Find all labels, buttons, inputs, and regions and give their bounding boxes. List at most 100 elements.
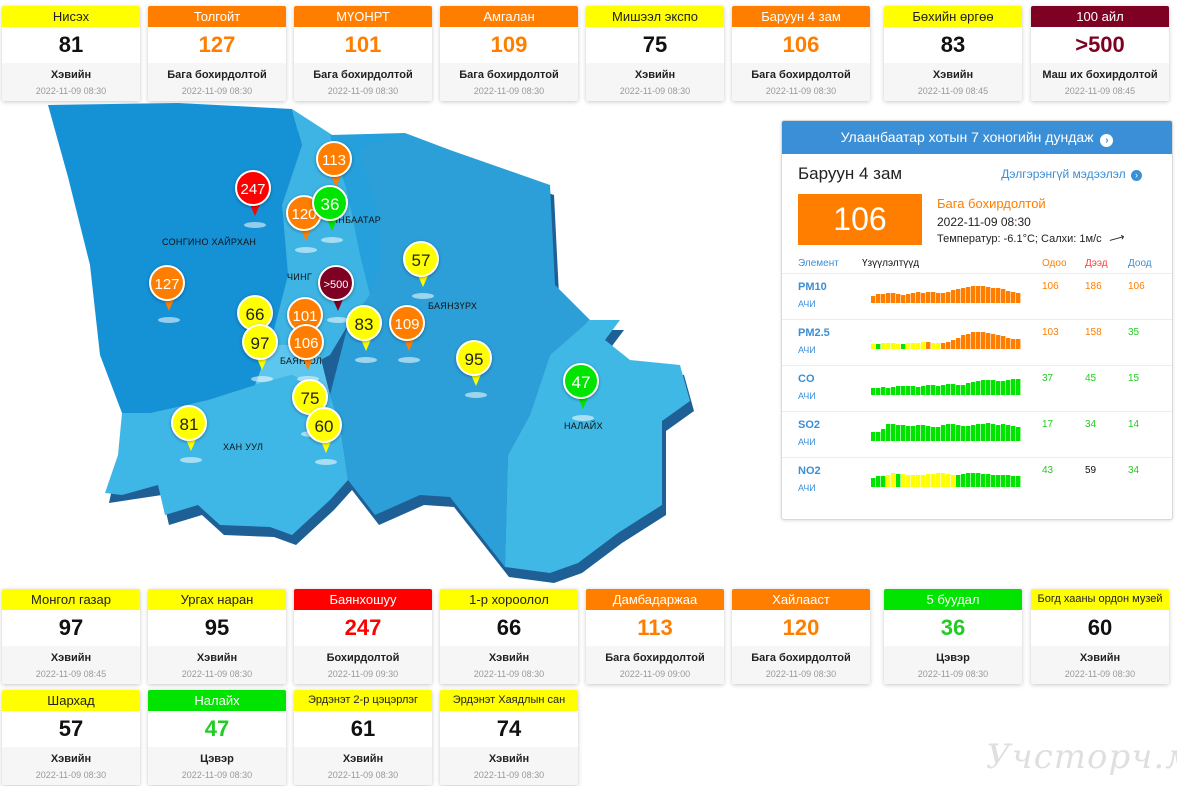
- sparkbar: [986, 474, 991, 487]
- pollutant-unit: АЧИ: [798, 483, 816, 493]
- card-footer: Бага бохирдолтой 2022-11-09 08:30: [732, 646, 870, 684]
- aqi-value: 47: [204, 716, 230, 741]
- station-card[interactable]: Хайлааст 120 Бага бохирдолтой 2022-11-09 08…: [732, 589, 870, 684]
- sparkbar: [991, 288, 996, 303]
- sparkbar: [996, 335, 1001, 349]
- station-card[interactable]: Бөхийн өргөө 83 Хэвийн 2022-11-09 08:45: [884, 6, 1022, 101]
- sparkbar: [986, 333, 991, 349]
- sparkbar: [906, 386, 911, 395]
- district-label-khanuul: ХАН УУЛ: [223, 442, 264, 452]
- sparkbar: [1006, 425, 1011, 441]
- station-card[interactable]: Дамбадаржаа 113 Бага бохирдолтой 2022-11-09…: [586, 589, 724, 684]
- map-marker[interactable]: 109: [389, 305, 429, 365]
- sparkbar: [901, 344, 906, 349]
- station-card[interactable]: Баянхошуу 247 Бохирдолтой 2022-11-09 09:30: [294, 589, 432, 684]
- card-footer: Бага бохирдолтой 2022-11-09 08:30: [440, 63, 578, 101]
- map-marker[interactable]: 97: [242, 324, 282, 384]
- station-card[interactable]: 5 буудал 36 Цэвэр 2022-11-09 08:30: [884, 589, 1022, 684]
- pollutant-row[interactable]: SO2 АЧИ 17 34 14: [782, 411, 1172, 457]
- sparkbar: [1016, 427, 1021, 441]
- station-card[interactable]: Эрдэнэт Хаядлын сан 74 Хэвийн 2022-11-09 08…: [440, 690, 578, 785]
- card-footer: Бага бохирдолтой 2022-11-09 09:00: [586, 646, 724, 684]
- sparkbar: [966, 287, 971, 303]
- sparkbar: [951, 340, 956, 349]
- map-marker[interactable]: 83: [346, 305, 386, 365]
- map-marker[interactable]: 47: [563, 363, 603, 423]
- sparkbar: [991, 334, 996, 349]
- card-footer: Хэвийн 2022-11-09 08:30: [294, 747, 432, 785]
- sparkbar: [911, 475, 916, 487]
- aqi-status: Бага бохирдолтой: [751, 69, 851, 81]
- map-marker[interactable]: 106: [288, 324, 328, 384]
- pollutant-sparkbars: [871, 473, 1021, 487]
- station-card[interactable]: Монгол газар 97 Хэвийн 2022-11-09 08:45: [2, 589, 140, 684]
- sparkbar: [906, 475, 911, 487]
- sparkbar: [941, 293, 946, 303]
- pollutant-min: 35: [1128, 327, 1140, 338]
- sparkbar: [991, 475, 996, 487]
- map-marker[interactable]: >500: [318, 265, 358, 325]
- sparkbar: [1001, 424, 1006, 441]
- aqi-status: Хэвийн: [1079, 652, 1121, 664]
- sparkbar: [1011, 292, 1016, 303]
- station-card[interactable]: МҮОНРТ 101 Бага бохирдолтой 2022-11-09 08:3…: [294, 6, 432, 101]
- sparkbar: [931, 385, 936, 395]
- station-card[interactable]: Эрдэнэт 2-р цэцэрлэг 61 Хэвийн 2022-11-09 0…: [294, 690, 432, 785]
- map-marker[interactable]: 127: [149, 265, 189, 325]
- map-marker[interactable]: 95: [456, 340, 496, 400]
- pollutant-row[interactable]: PM2.5 АЧИ 103 158 35: [782, 319, 1172, 365]
- sparkbar: [921, 386, 926, 395]
- map-marker[interactable]: 60: [306, 407, 346, 467]
- sparkbar: [936, 427, 941, 441]
- sparkbar: [1011, 339, 1016, 349]
- sparkbar: [921, 425, 926, 441]
- pollutant-row[interactable]: CO АЧИ 37 45 15: [782, 365, 1172, 411]
- city-map[interactable]: СОНГИНО ХАЙРХАН ЧИНГ ЫНБААТАР БАЯНЗҮРХ Б…: [30, 95, 700, 590]
- pollutant-row[interactable]: NO2 АЧИ 43 59 34: [782, 457, 1172, 503]
- map-marker[interactable]: 113: [316, 141, 356, 201]
- station-card[interactable]: 1-р хороолол 66 Хэвийн 2022-11-09 08:30: [440, 589, 578, 684]
- station-name: 100 айл: [1031, 6, 1169, 27]
- station-card[interactable]: Налайх 47 Цэвэр 2022-11-09 08:30: [148, 690, 286, 785]
- station-card[interactable]: 100 айл >500 Маш их бохирдолтой 2022-11-09 …: [1031, 6, 1169, 101]
- timestamp: 2022-11-09 09:00: [619, 669, 691, 679]
- pollutant-row[interactable]: PM10 АЧИ 106 186 106: [782, 273, 1172, 319]
- sparkbar: [896, 344, 901, 349]
- sparkbar: [996, 475, 1001, 487]
- sparkbar: [1006, 338, 1011, 349]
- col-now: Одоо: [1042, 258, 1067, 269]
- aqi-value: 106: [782, 32, 820, 57]
- sparkbar: [926, 385, 931, 395]
- sparkbar: [976, 473, 981, 487]
- marker-value: 101: [287, 297, 323, 333]
- map-marker[interactable]: 81: [171, 405, 211, 465]
- map-marker[interactable]: 247: [235, 170, 275, 230]
- map-marker[interactable]: 57: [403, 241, 443, 301]
- sparkbar: [956, 338, 961, 349]
- more-info-link[interactable]: Дэлгэрэнгүй мэдээлэл ›: [1001, 167, 1142, 181]
- weekly-average-header[interactable]: Улаанбаатар хотын 7 хоногийн дундаж ›: [782, 121, 1172, 154]
- marker-shadow: [180, 457, 202, 463]
- sparkbar: [936, 293, 941, 303]
- sparkbar: [956, 385, 961, 395]
- station-card[interactable]: Толгойт 127 Бага бохирдолтой 2022-11-09 08:…: [148, 6, 286, 101]
- sparkbar: [886, 475, 891, 487]
- station-card[interactable]: Нисэх 81 Хэвийн 2022-11-09 08:30: [2, 6, 140, 101]
- station-card[interactable]: Баруун 4 зам 106 Бага бохирдолтой 2022-11-0…: [732, 6, 870, 101]
- sparkbar: [971, 425, 976, 441]
- sparkbar: [986, 380, 991, 395]
- marker-value: 113: [316, 141, 352, 177]
- station-card[interactable]: Шархад 57 Хэвийн 2022-11-09 08:30: [2, 690, 140, 785]
- marker-shadow: [244, 222, 266, 228]
- station-card[interactable]: Мишээл экспо 75 Хэвийн 2022-11-09 08:30: [586, 6, 724, 101]
- pollutant-name: PM2.5: [798, 327, 830, 339]
- col-element: Элемент: [798, 258, 839, 269]
- sparkbar: [961, 474, 966, 487]
- map-marker[interactable]: 36: [312, 185, 352, 245]
- station-card[interactable]: Амгалан 109 Бага бохирдолтой 2022-11-09 08:…: [440, 6, 578, 101]
- timestamp: 2022-11-09 08:30: [181, 770, 253, 780]
- sparkbar: [951, 475, 956, 487]
- station-card[interactable]: Ургах наран 95 Хэвийн 2022-11-09 08:30: [148, 589, 286, 684]
- sparkbar: [926, 426, 931, 441]
- station-card[interactable]: Богд хааны ордон музей 60 Хэвийн 2022-11-09…: [1031, 589, 1169, 684]
